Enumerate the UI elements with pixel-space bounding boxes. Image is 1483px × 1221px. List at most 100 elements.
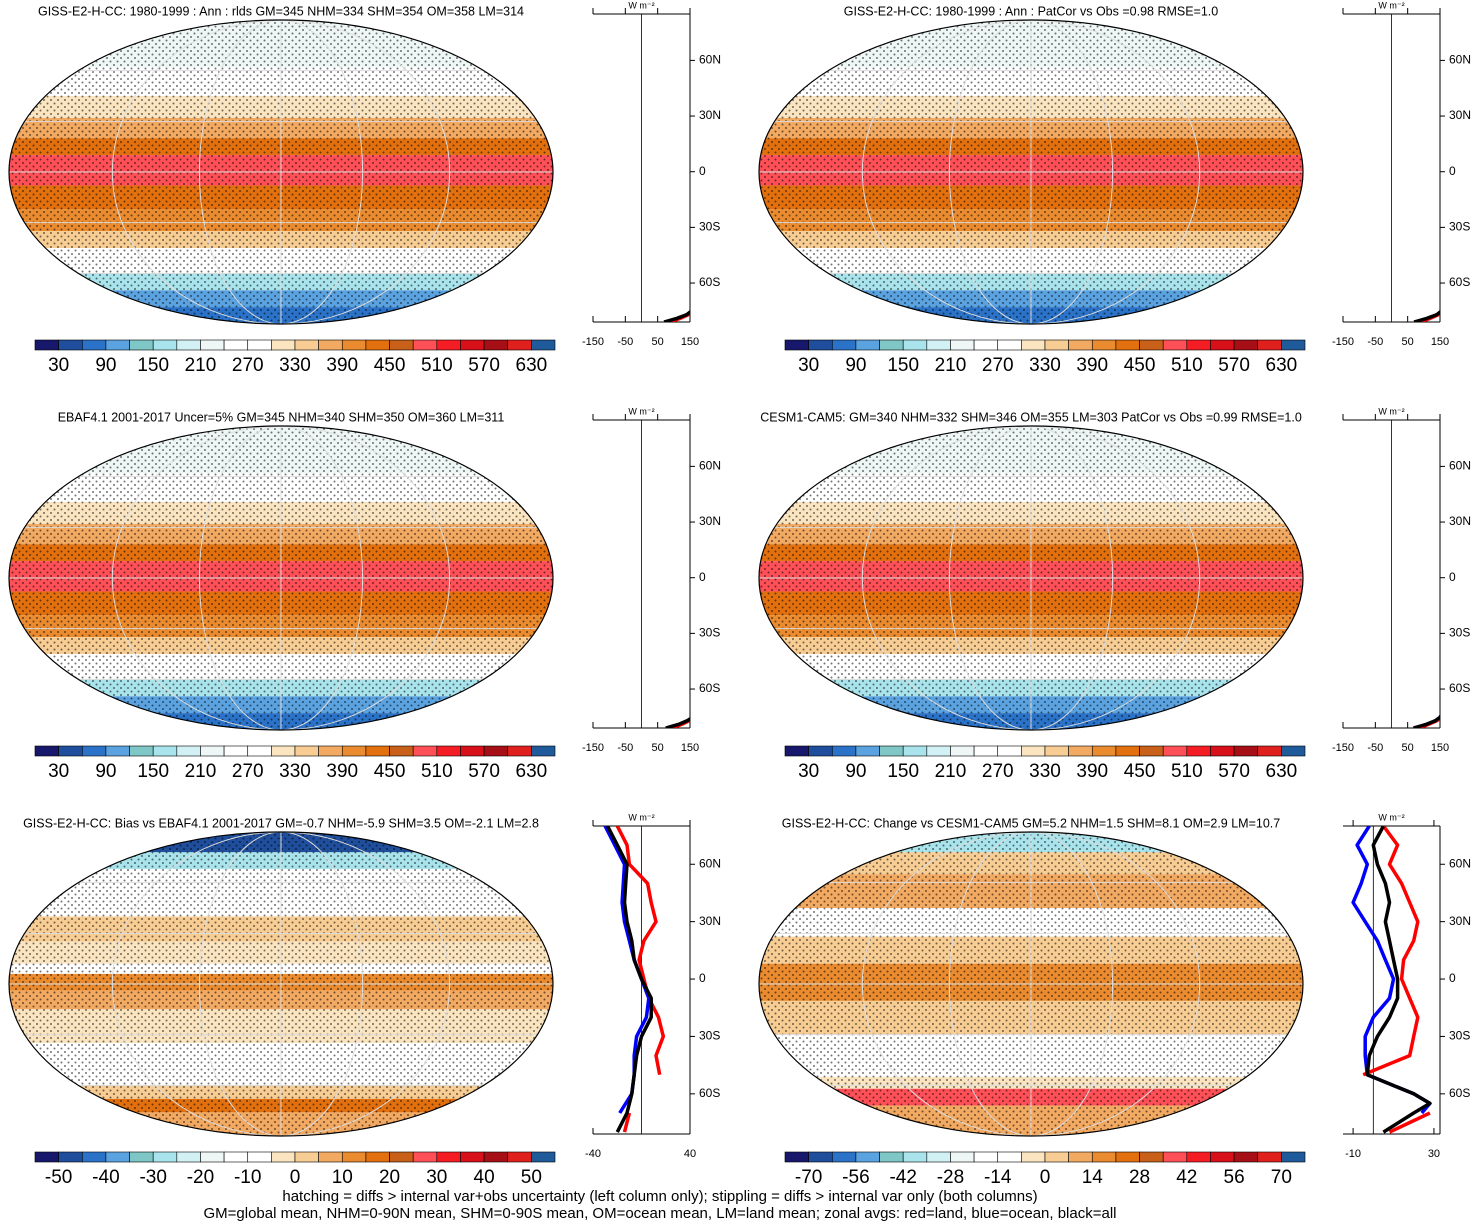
x-tick-label: 150 [681,336,699,348]
colorbar-box [1210,1151,1235,1163]
colorbar-box [1162,339,1188,351]
colorbar-label: 630 [1266,761,1298,782]
colorbar-box [531,745,556,757]
colorbar-box [1162,745,1188,757]
colorbar-box [247,1151,272,1163]
colorbar-label: -40 [92,1167,119,1188]
y-tick-label: 30N [699,514,721,528]
colorbar-label: 510 [421,355,453,376]
y-tick-label: 60S [1449,681,1470,695]
map [759,426,1303,730]
colorbar-label: 30 [798,355,819,376]
colorbar-box [34,339,59,351]
colorbar-label: 330 [1029,761,1061,782]
unit-label: W m⁻² [1378,406,1404,416]
colorbar-box [997,339,1022,351]
colorbar-label: 390 [1076,761,1108,782]
colorbar-box [460,1151,485,1163]
colorbar-box [365,339,390,351]
colorbar-box [926,339,951,351]
colorbar-box [1044,1151,1069,1163]
colorbar-box [1091,1151,1117,1163]
colorbar-box [831,745,857,757]
colorbar-box [1139,1151,1164,1163]
colorbar-label: 42 [1176,1167,1197,1188]
colorbar-box [247,745,272,757]
y-tick-label: 60N [1449,53,1471,67]
colorbar-box [1162,1151,1188,1163]
colorbar-label: 30 [426,1167,447,1188]
colorbar-label: 20 [379,1167,400,1188]
colorbar-label: 210 [185,761,217,782]
colorbar-box [808,745,833,757]
x-tick-label: -150 [1332,742,1354,754]
colorbar-box [200,1151,225,1163]
colorbar-box [341,1151,367,1163]
colorbar-label: 30 [48,355,69,376]
x-tick-label: -50 [1367,336,1383,348]
colorbar-label: -20 [187,1167,214,1188]
colorbar-box [365,745,390,757]
colorbar-box [81,745,107,757]
colorbar-box [294,1151,319,1163]
y-tick-label: 0 [1449,164,1456,178]
colorbar-box [973,1151,999,1163]
colorbar-label: 330 [279,761,311,782]
colorbar-label: 510 [421,761,453,782]
colorbar-box [105,339,130,351]
colorbar-box [950,745,975,757]
panel-title: CESM1-CAM5: GM=340 NHM=332 SHM=346 OM=35… [760,410,1302,424]
x-tick-label: -50 [1367,742,1383,754]
unit-label: W m⁻² [628,0,654,10]
colorbar-box [1044,745,1069,757]
colorbar-box [365,1151,390,1163]
colorbar-label: 450 [1124,761,1156,782]
colorbar-box [926,1151,951,1163]
meridian [111,20,451,324]
colorbar-label: 270 [232,355,264,376]
colorbar-box [1257,339,1282,351]
colorbar-box [1257,745,1282,757]
x-tick-label: 50 [1402,742,1414,754]
colorbar-label: 210 [935,355,967,376]
colorbar-box [1021,1151,1046,1163]
x-tick-label: -10 [1345,1148,1361,1160]
colorbar-box [200,339,225,351]
colorbar-box [341,745,367,757]
colorbar-label: 0 [1040,1167,1051,1188]
x-tick-label: -40 [585,1148,601,1160]
colorbar-box [1139,745,1164,757]
colorbar-box [1186,339,1211,351]
colorbar-label: 150 [137,761,169,782]
map [9,426,553,730]
colorbar-box [34,745,59,757]
x-tick-label: -150 [582,336,604,348]
colorbar-box [436,1151,461,1163]
y-tick-label: 30S [1449,1029,1470,1043]
colorbar-box [1281,339,1306,351]
zonal-line [1362,826,1431,1134]
colorbar-label: -42 [889,1167,916,1188]
colorbar-box [531,339,556,351]
y-tick-label: 60S [699,681,720,695]
map-outline [8,831,554,1137]
colorbar-label: 210 [185,355,217,376]
x-tick-label: -150 [582,742,604,754]
colorbar-label: 30 [798,761,819,782]
meridian [111,832,451,1136]
colorbar-box [831,339,857,351]
colorbar-box [1186,745,1211,757]
footnote: hatching = diffs > internal var+obs unce… [282,1188,1037,1205]
colorbar-label: 450 [1124,355,1156,376]
y-tick-label: 60S [1449,1086,1470,1100]
x-tick-label: 30 [1428,1148,1440,1160]
zonal-line [605,826,653,1133]
colorbar-box [1115,339,1140,351]
colorbar-box [318,1151,343,1163]
colorbar-label: 210 [935,761,967,782]
colorbar-box [271,745,296,757]
x-tick-label: 150 [1431,336,1449,348]
colorbar-box [879,1151,904,1163]
panel-title: GISS-E2-H-CC: Bias vs EBAF4.1 2001-2017 … [23,816,539,830]
